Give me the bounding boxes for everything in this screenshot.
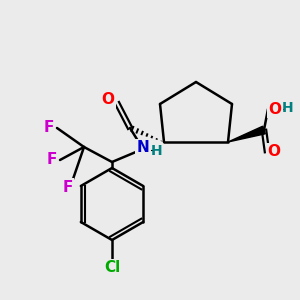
Text: N: N xyxy=(136,140,149,155)
Text: F: F xyxy=(44,121,54,136)
Text: H: H xyxy=(282,101,294,115)
Text: O: O xyxy=(268,145,281,160)
Text: O: O xyxy=(101,92,115,107)
Text: O: O xyxy=(268,101,281,116)
Text: F: F xyxy=(47,152,57,167)
Text: Cl: Cl xyxy=(104,260,120,275)
Polygon shape xyxy=(228,126,265,142)
Text: H: H xyxy=(151,144,163,158)
Text: F: F xyxy=(63,179,73,194)
